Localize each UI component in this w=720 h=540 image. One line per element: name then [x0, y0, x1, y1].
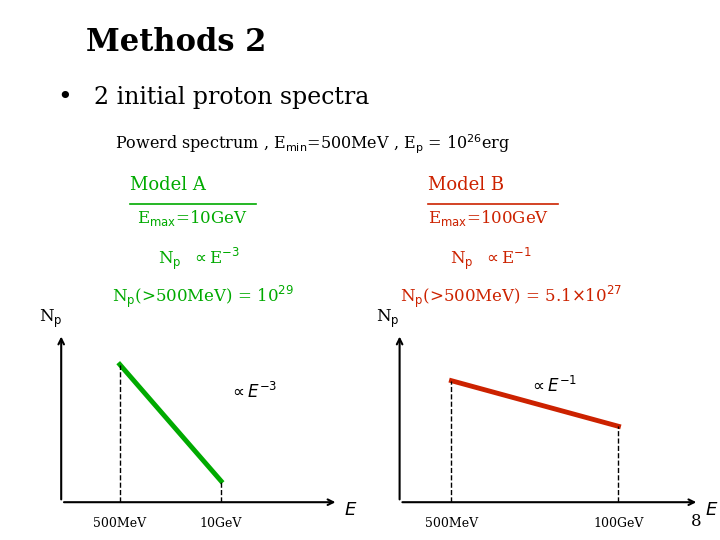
Text: 8: 8	[691, 514, 702, 530]
Text: E$_{\rm max}$=10GeV: E$_{\rm max}$=10GeV	[137, 208, 248, 228]
Text: N$_{\rm p}$(>500MeV) = 10$^{29}$: N$_{\rm p}$(>500MeV) = 10$^{29}$	[112, 284, 293, 310]
Text: 500MeV: 500MeV	[94, 517, 146, 530]
Text: N$_{\rm p}$  $\propto$E$^{-3}$: N$_{\rm p}$ $\propto$E$^{-3}$	[158, 246, 240, 272]
Text: $\propto E^{-1}$: $\propto E^{-1}$	[529, 375, 577, 396]
Text: Powerd spectrum , E$_{\rm min}$=500MeV , E$_{\rm p}$ = 10$^{26}$erg: Powerd spectrum , E$_{\rm min}$=500MeV ,…	[115, 132, 510, 156]
Text: •: •	[58, 86, 72, 110]
Text: E$_{\rm max}$=100GeV: E$_{\rm max}$=100GeV	[428, 208, 549, 228]
Text: 10GeV: 10GeV	[200, 517, 242, 530]
Text: N$_{\rm p}$  $\propto$E$^{-1}$: N$_{\rm p}$ $\propto$E$^{-1}$	[450, 246, 532, 272]
Text: 100GeV: 100GeV	[593, 517, 644, 530]
Text: Model B: Model B	[428, 176, 505, 193]
Text: $\propto E^{-3}$: $\propto E^{-3}$	[229, 382, 277, 402]
Text: N$_{\rm p}$: N$_{\rm p}$	[377, 308, 400, 330]
Text: N$_{\rm p}$: N$_{\rm p}$	[39, 308, 62, 330]
Text: $E$: $E$	[705, 501, 719, 519]
Text: Methods 2: Methods 2	[86, 27, 267, 58]
Text: Model A: Model A	[130, 176, 205, 193]
Text: N$_{\rm p}$(>500MeV) = 5.1$\times$10$^{27}$: N$_{\rm p}$(>500MeV) = 5.1$\times$10$^{2…	[400, 284, 622, 310]
Text: 500MeV: 500MeV	[425, 517, 478, 530]
Text: $E$: $E$	[343, 501, 357, 519]
Text: 2 initial proton spectra: 2 initial proton spectra	[94, 86, 369, 110]
